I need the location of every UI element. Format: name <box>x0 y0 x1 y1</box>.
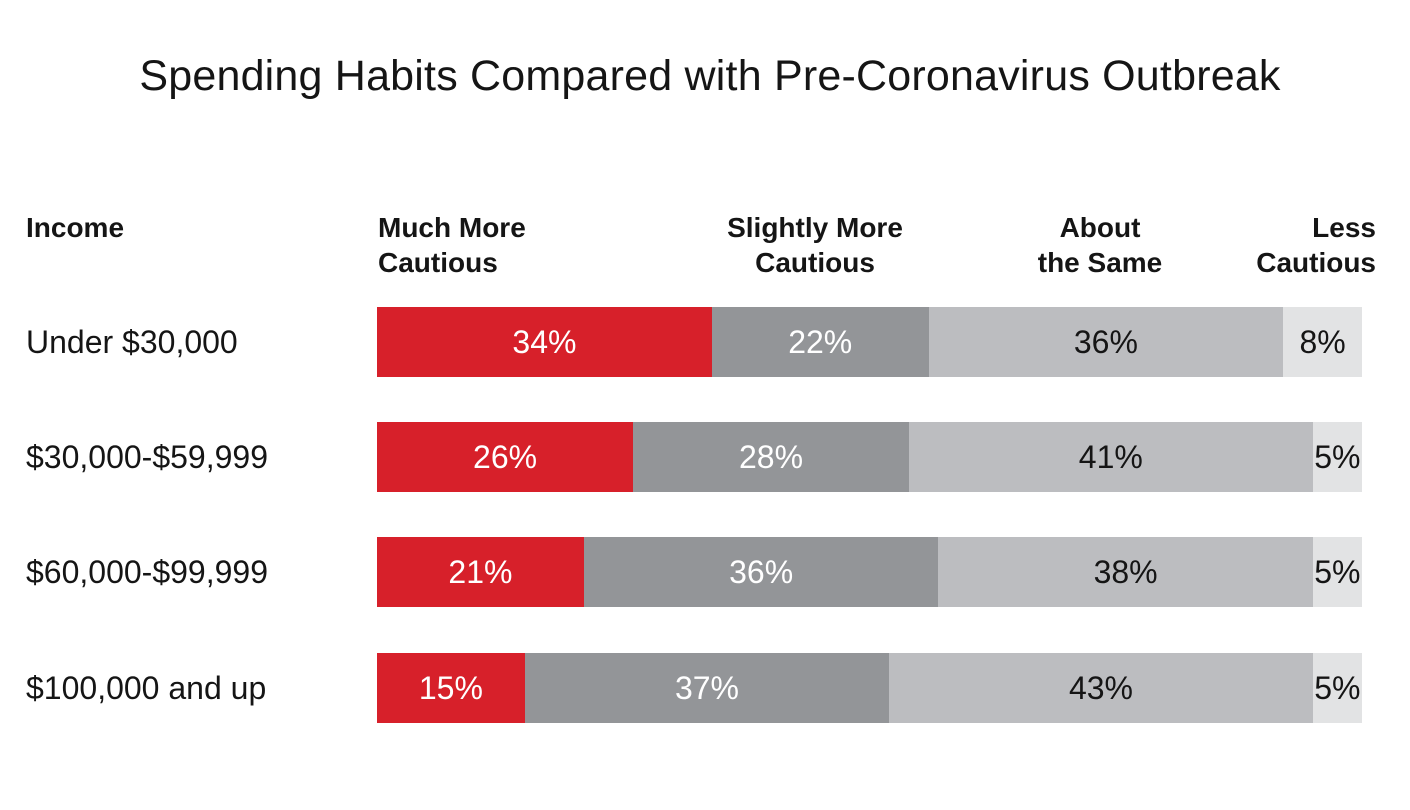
bar-segment-slightly-more-cautious: 36% <box>583 537 939 607</box>
row-label-under-30000: Under $30,000 <box>26 324 238 360</box>
series-header-line: Slightly More <box>727 212 903 243</box>
data-label: 21% <box>448 554 513 590</box>
series-header-line: Cautious <box>378 247 498 278</box>
data-label: 8% <box>1299 324 1346 360</box>
bar-segment-much-more-cautious: 21% <box>377 537 584 607</box>
stacked-bar-100000-and-up: 15% 37% 43% 5% <box>377 653 1362 723</box>
bar-segment-less-cautious: 5% <box>1312 422 1362 492</box>
bar-segment-about-the-same: 38% <box>938 537 1313 607</box>
stacked-bar-under-30000: 34% 22% 36% 8% <box>377 307 1362 377</box>
bar-segment-less-cautious: 5% <box>1312 653 1362 723</box>
row-label-30000-59999: $30,000-$59,999 <box>26 439 268 475</box>
series-header-line: the Same <box>1037 247 1163 278</box>
bar-segment-about-the-same: 36% <box>928 307 1284 377</box>
data-label: 41% <box>1078 439 1143 475</box>
series-header-line: Much More <box>378 212 526 243</box>
data-label: 15% <box>418 670 483 706</box>
category-header: Income <box>26 212 125 243</box>
data-label: 5% <box>1314 554 1361 590</box>
bar-segment-about-the-same: 43% <box>889 653 1313 723</box>
series-header-line: Less <box>1312 212 1376 243</box>
data-label: 43% <box>1068 670 1133 706</box>
series-header-line: About <box>1059 212 1141 243</box>
bar-segment-slightly-more-cautious: 37% <box>524 653 890 723</box>
stacked-bar-30000-59999: 26% 28% 41% 5% <box>377 422 1362 492</box>
data-label: 26% <box>473 439 538 475</box>
series-header-slightly-more-cautious: Slightly More Cautious <box>700 210 930 280</box>
series-header-less-cautious: Less Cautious <box>1200 210 1376 280</box>
bar-segment-about-the-same: 41% <box>908 422 1313 492</box>
data-label: 37% <box>674 670 739 706</box>
series-header-line: Cautious <box>1256 247 1376 278</box>
bar-segment-slightly-more-cautious: 28% <box>633 422 909 492</box>
series-header-about-the-same: About the Same <box>990 210 1210 280</box>
bar-segment-slightly-more-cautious: 22% <box>711 307 929 377</box>
data-label: 38% <box>1093 554 1158 590</box>
data-label: 34% <box>512 324 577 360</box>
bar-segment-much-more-cautious: 15% <box>377 653 525 723</box>
row-label-100000-and-up: $100,000 and up <box>26 670 267 706</box>
bar-segment-less-cautious: 8% <box>1283 307 1362 377</box>
data-label: 36% <box>1073 324 1138 360</box>
data-label: 5% <box>1314 670 1361 706</box>
data-label: 28% <box>738 439 804 475</box>
series-header-line: Cautious <box>755 247 875 278</box>
row-label-60000-99999: $60,000-$99,999 <box>26 554 268 590</box>
series-header-much-more-cautious: Much More Cautious <box>378 210 526 280</box>
chart-title: Spending Habits Compared with Pre-Corona… <box>139 52 1281 100</box>
data-label: 22% <box>788 324 853 360</box>
bar-segment-less-cautious: 5% <box>1312 537 1362 607</box>
data-label: 5% <box>1314 439 1361 475</box>
bar-segment-much-more-cautious: 34% <box>377 307 712 377</box>
stacked-bar-60000-99999: 21% 36% 38% 5% <box>377 537 1362 607</box>
data-label: 36% <box>729 554 794 590</box>
bar-segment-much-more-cautious: 26% <box>377 422 634 492</box>
